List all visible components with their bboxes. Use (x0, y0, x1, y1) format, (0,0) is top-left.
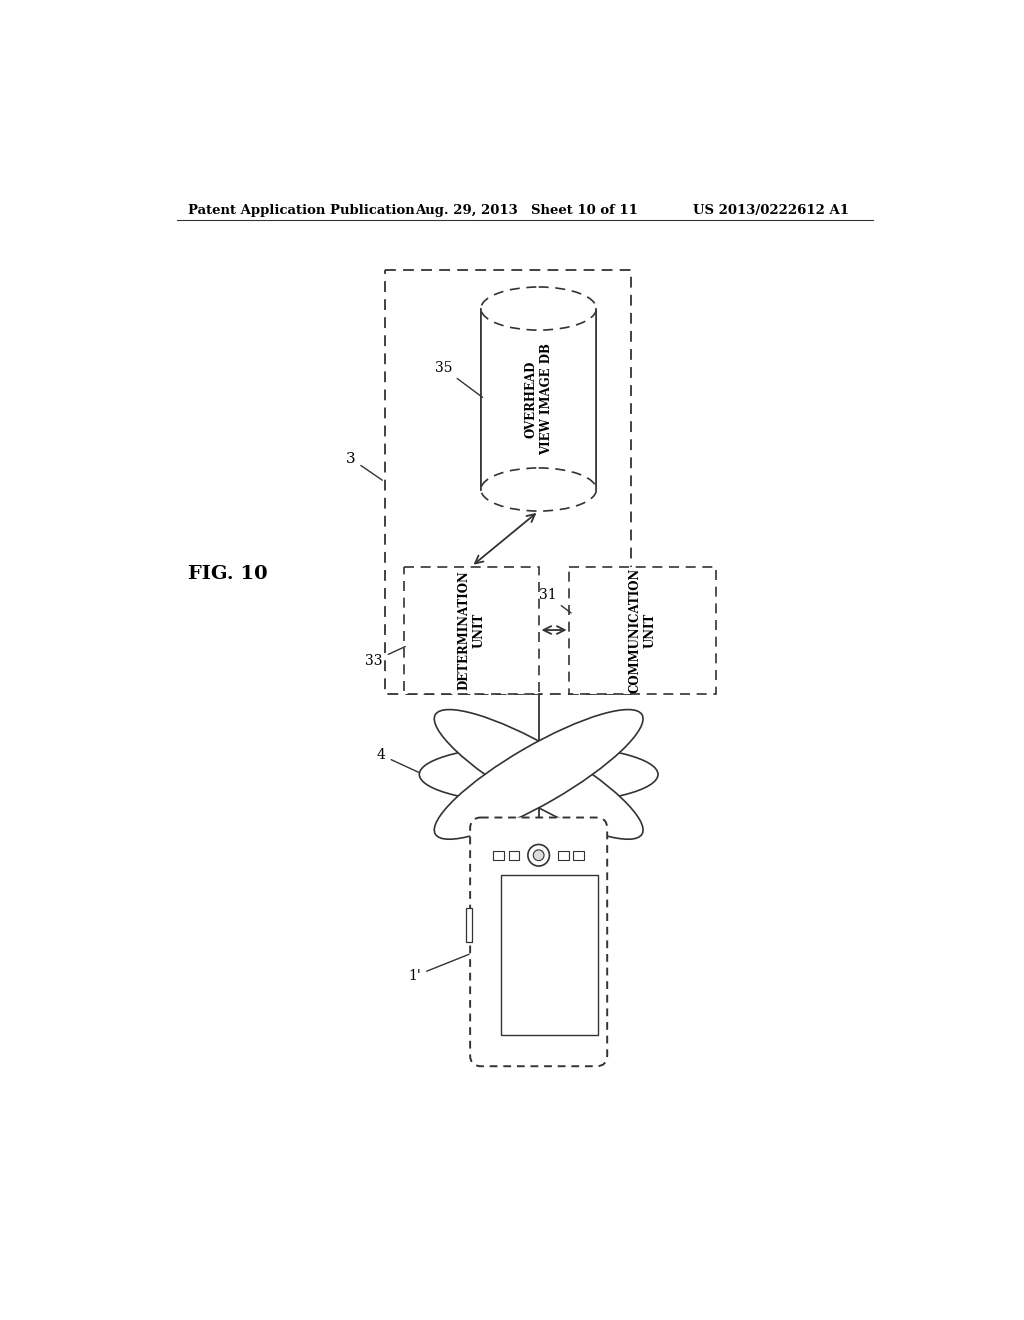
Ellipse shape (434, 710, 643, 840)
Text: Aug. 29, 2013: Aug. 29, 2013 (416, 205, 518, 218)
Bar (466, 908, 472, 942)
FancyBboxPatch shape (470, 817, 607, 1067)
Text: 33: 33 (366, 647, 406, 668)
Text: DETERMINATION
UNIT: DETERMINATION UNIT (458, 570, 485, 690)
Bar (509, 850, 519, 859)
Text: 35: 35 (435, 362, 482, 397)
Bar (494, 850, 504, 859)
Ellipse shape (481, 286, 596, 330)
Text: Sheet 10 of 11: Sheet 10 of 11 (531, 205, 638, 218)
Circle shape (528, 845, 550, 866)
Circle shape (534, 850, 544, 861)
Bar (501, 874, 598, 1035)
Text: COMMUNICATION
UNIT: COMMUNICATION UNIT (629, 568, 656, 693)
Text: 31: 31 (539, 589, 571, 612)
Text: 1': 1' (409, 954, 469, 983)
Bar (558, 850, 568, 859)
Bar (569, 566, 716, 693)
Ellipse shape (434, 710, 643, 840)
Bar (385, 271, 631, 693)
Text: 3: 3 (346, 451, 382, 480)
Ellipse shape (419, 744, 658, 804)
Text: OVERHEAD
VIEW IMAGE DB: OVERHEAD VIEW IMAGE DB (524, 343, 553, 455)
Text: FIG. 10: FIG. 10 (188, 565, 268, 583)
Bar (403, 566, 539, 693)
Ellipse shape (481, 469, 596, 511)
Bar (573, 850, 584, 859)
Text: 4: 4 (377, 748, 421, 774)
Bar (481, 309, 596, 490)
Text: US 2013/0222612 A1: US 2013/0222612 A1 (692, 205, 849, 218)
Text: Patent Application Publication: Patent Application Publication (188, 205, 415, 218)
